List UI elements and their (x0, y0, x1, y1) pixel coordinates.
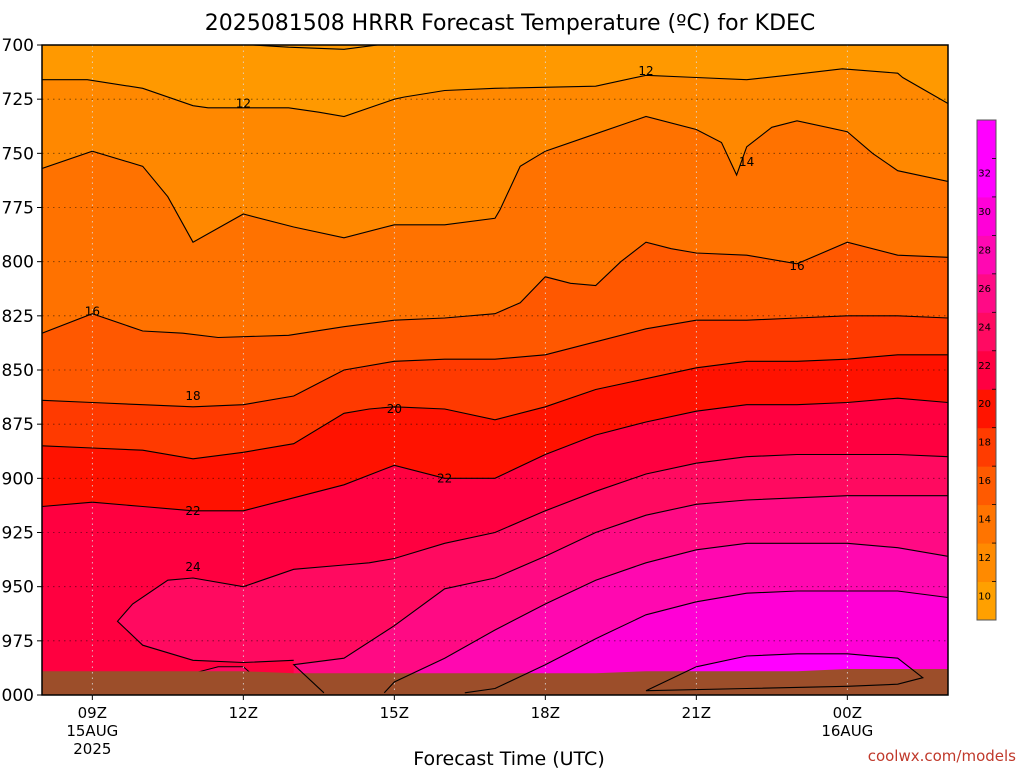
isotherm-label-14-0: 14 (739, 155, 754, 169)
colorbar-frame (976, 119, 997, 621)
colorbar-label-10: 10 (978, 592, 991, 603)
x-tick-label-24-0: 00Z (833, 704, 862, 722)
isotherm-label-16-0: 16 (85, 305, 100, 319)
x-tick-label-15-0: 15Z (380, 704, 409, 722)
colorbar-swatch-7 (977, 312, 996, 352)
colorbar-swatch-2 (977, 504, 996, 544)
colorbar-label-22: 22 (978, 361, 991, 372)
colorbar-label-16: 16 (978, 476, 991, 487)
isotherm-label-16-1: 16 (789, 259, 804, 273)
colorbar-swatch-4 (977, 427, 996, 467)
colorbar-label-26: 26 (978, 284, 991, 295)
isotherm-20 (42, 354, 948, 460)
colorbar-label-14: 14 (978, 515, 991, 526)
colorbar-label-28: 28 (978, 245, 991, 256)
isotherm-label-20-0: 20 (387, 402, 402, 416)
colorbar-swatch-6 (977, 350, 996, 390)
x-tick-label-21-0: 21Z (682, 704, 711, 722)
y-tick-label-825: 825 (2, 307, 34, 327)
isotherm-label-24-0: 24 (185, 560, 200, 574)
y-tick-label-1000: 1000 (0, 686, 34, 706)
pressure-axis: 700 725 750 775 800 825 850 875 900 925 950 975 1000 (0, 36, 42, 706)
isotherm-26 (292, 495, 948, 694)
colorbar-swatch-0 (977, 581, 996, 621)
y-tick-label-700: 700 (2, 36, 34, 56)
colorbar-label-20: 20 (978, 399, 991, 410)
grid-lines (42, 45, 948, 695)
colorbar-swatch-9 (977, 235, 996, 275)
y-tick-label-950: 950 (2, 578, 34, 598)
colorbar-swatch-8 (977, 273, 996, 313)
colorbar-label-32: 32 (978, 168, 991, 179)
y-tick-label-750: 750 (2, 144, 34, 164)
isotherm-12 (42, 68, 948, 118)
y-tick-label-850: 850 (2, 361, 34, 381)
ground-fill (42, 669, 948, 695)
isotherm-label-22-1: 22 (437, 471, 452, 485)
colorbar-label-12: 12 (978, 553, 991, 564)
colorbar-label-18: 18 (978, 438, 991, 449)
y-tick-label-725: 725 (2, 90, 34, 110)
x-tick-label-24-1: 16AUG (821, 722, 873, 740)
y-tick-label-875: 875 (2, 415, 34, 435)
y-tick-label-925: 925 (2, 524, 34, 544)
isotherm-18 (42, 315, 948, 408)
chart-title: 2025081508 HRRR Forecast Temperature (ºC… (205, 11, 816, 36)
colorbar-label-30: 30 (978, 207, 991, 218)
colorbar-swatch-1 (977, 543, 996, 583)
isotherm-24 (116, 453, 948, 664)
credit-link[interactable]: coolwx.com/models (868, 747, 1016, 765)
isotherm-30 (464, 590, 948, 694)
colorbar-swatch-10 (977, 196, 996, 236)
y-tick-label-900: 900 (2, 469, 34, 489)
isotherm-label-22-0: 22 (185, 504, 200, 518)
x-tick-label-9-1: 15AUG (66, 722, 118, 740)
colorbar-label-24: 24 (978, 322, 991, 333)
x-tick-label-12-0: 12Z (229, 704, 258, 722)
isotherm-16 (42, 241, 948, 339)
x-tick-label-18-0: 18Z (531, 704, 560, 722)
temperature-fill-bands (42, 45, 948, 695)
isotherm-28 (383, 542, 948, 694)
y-tick-label-775: 775 (2, 199, 34, 219)
isotherm-label-18-0: 18 (185, 389, 200, 403)
x-tick-label-9-2: 2025 (73, 740, 111, 758)
colorbar-swatch-3 (977, 466, 996, 506)
isotherm-10 (42, 45, 382, 50)
ground-terrain (42, 669, 948, 695)
isotherm-32 (645, 653, 925, 692)
isotherm-14 (42, 115, 948, 243)
isotherm-label-12-0: 12 (236, 97, 251, 111)
colorbar-swatch-12 (977, 120, 996, 159)
x-tick-label-9-0: 09Z (78, 704, 107, 722)
x-axis-title: Forecast Time (UTC) (413, 748, 604, 768)
isotherm-label-12-1: 12 (638, 64, 653, 78)
y-tick-label-975: 975 (2, 632, 34, 652)
colorbar-swatch-5 (977, 389, 996, 429)
isotherm-contours (42, 45, 948, 694)
isotherm-labels: 12 12 14 16 16 18 20 22 22 24 (85, 64, 805, 574)
y-tick-label-800: 800 (2, 253, 34, 273)
isotherm-22 (42, 397, 948, 512)
color-scale-legend: 10 12 14 16 18 20 22 24 26 28 30 32 (976, 119, 997, 621)
colorbar-swatch-11 (977, 158, 996, 198)
